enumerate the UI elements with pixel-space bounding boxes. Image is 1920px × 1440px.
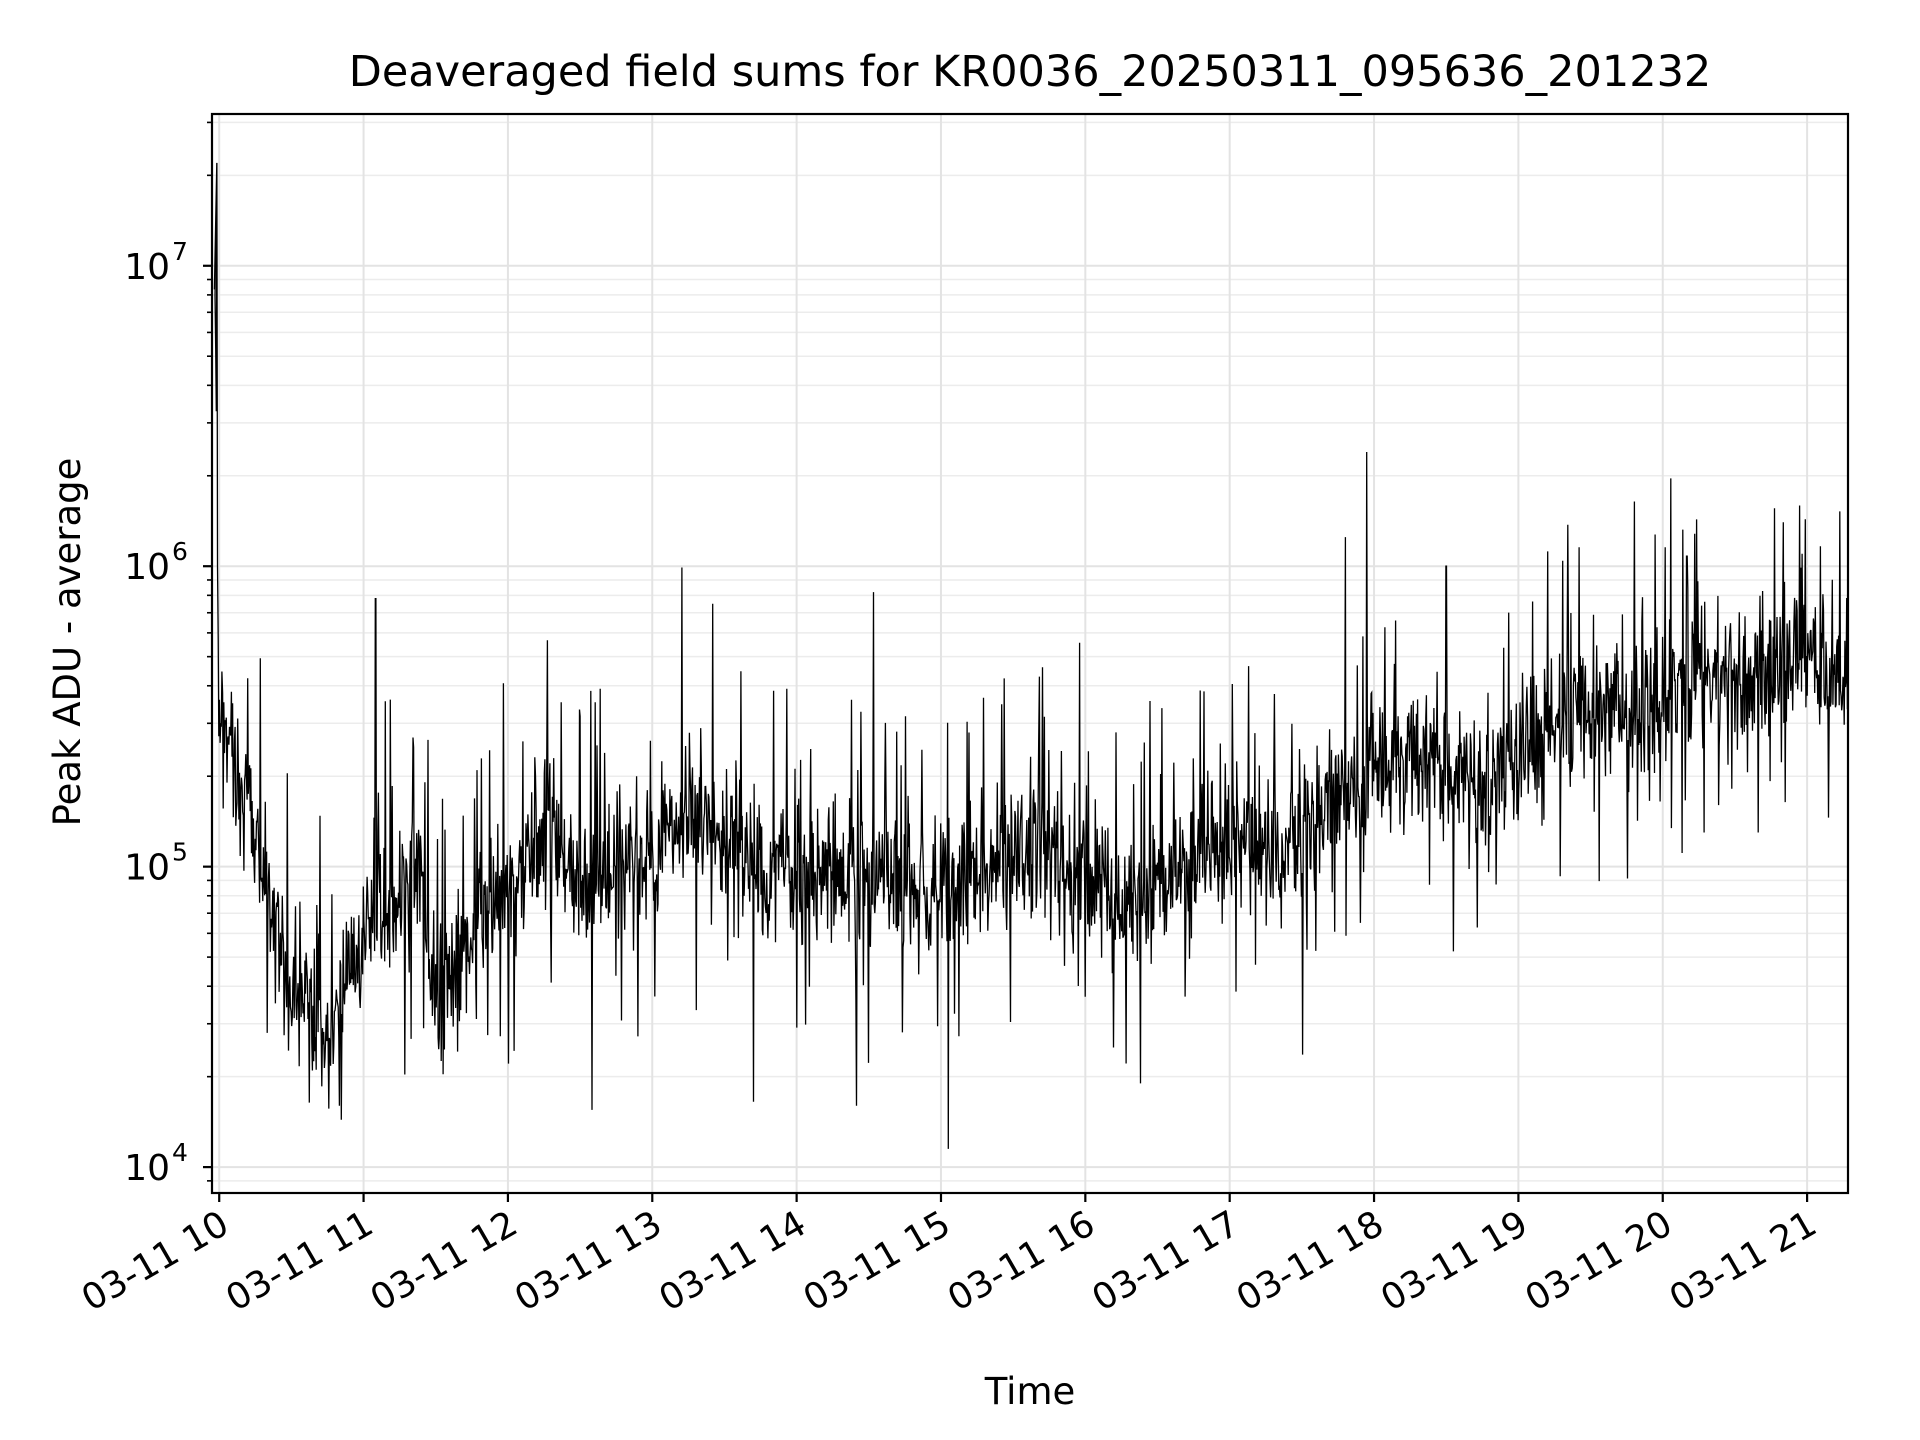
y-tick-exponent: 7 (172, 237, 188, 266)
plot-frame (210, 112, 1850, 1195)
series-layer (213, 162, 1849, 1149)
y-tick-exponent: 5 (172, 838, 188, 867)
y-tick-label: 10 (124, 247, 170, 288)
y-tick-exponent: 4 (172, 1138, 188, 1167)
series-line (213, 162, 1849, 1149)
y-tick-label: 10 (124, 1148, 170, 1189)
y-tick-exponent: 6 (172, 537, 188, 566)
x-axis-label: Time (984, 1370, 1076, 1413)
y-tick-label: 10 (124, 547, 170, 588)
y-tick-label: 10 (124, 848, 170, 889)
chart-title: Deaveraged field sums for KR0036_2025031… (349, 47, 1712, 97)
y-axis-label: Peak ADU - average (46, 458, 89, 827)
